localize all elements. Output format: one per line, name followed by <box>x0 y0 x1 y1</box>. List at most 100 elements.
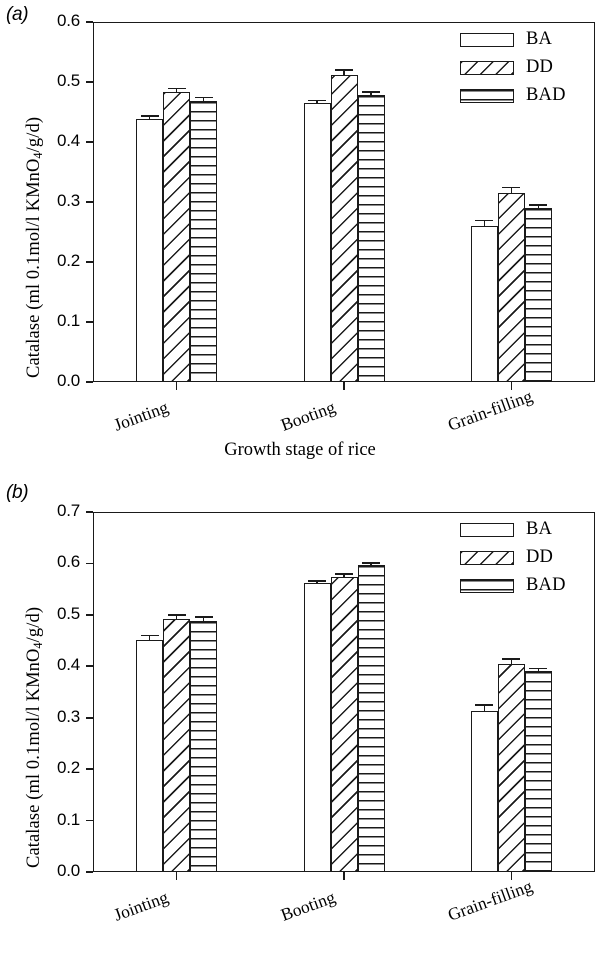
legend-label-bad: BAD <box>526 85 566 105</box>
y-tick-mark <box>86 381 93 383</box>
error-bar-stem <box>148 635 151 640</box>
bar-dd-booting <box>330 576 358 872</box>
bar-dd-grain-filling <box>497 193 525 382</box>
bar-dd-booting <box>330 74 358 382</box>
y-tick-label: 0.4 <box>56 131 80 150</box>
y-tick-label: 0.0 <box>56 371 80 390</box>
bar-bad-jointing <box>190 621 218 872</box>
x-tick-mark <box>343 382 345 390</box>
x-tick-mark <box>510 382 513 390</box>
error-bar-stem <box>175 614 178 620</box>
y-tick-mark <box>86 321 93 323</box>
error-bar-stem <box>343 573 345 577</box>
y-tick-label: 0.4 <box>56 655 80 675</box>
y-axis-title-subscript: 4 <box>31 642 46 649</box>
error-bar-stem <box>510 187 513 193</box>
error-bar-stem <box>370 92 372 95</box>
error-bar-stem <box>148 116 151 120</box>
x-tick-label: Jointing <box>110 396 171 435</box>
y-tick-mark <box>86 141 93 143</box>
y-tick-mark <box>86 716 93 719</box>
y-axis-title-subscript: 4 <box>31 152 46 159</box>
x-tick-label: Booting <box>278 396 338 435</box>
bar-bad-jointing <box>190 101 218 382</box>
legend-swatch-dd <box>460 61 514 75</box>
error-bar-cap <box>529 667 548 670</box>
bar-bad-grain-filling <box>524 671 552 872</box>
bar-ba-jointing <box>136 119 164 382</box>
y-tick-mark <box>86 871 93 873</box>
y-tick-label: 0.2 <box>56 758 80 778</box>
legend-swatch-ba <box>460 523 514 537</box>
legend-label-dd: DD <box>526 57 554 77</box>
panel-a-x-axis-title: Growth stage of rice <box>224 440 376 460</box>
error-bar-cap <box>140 115 159 117</box>
error-bar-cap <box>529 204 548 206</box>
legend-swatch-dd <box>460 551 514 565</box>
error-bar-stem <box>510 659 513 664</box>
legend-swatch-bad <box>460 579 514 593</box>
error-bar-cap <box>362 562 380 564</box>
y-tick-mark <box>86 562 93 565</box>
error-bar-stem <box>537 668 540 672</box>
panel-b-label: (b) <box>6 482 29 503</box>
error-bar-stem <box>316 100 318 103</box>
error-bar-stem <box>202 616 205 622</box>
y-tick-label: 0.5 <box>56 603 80 623</box>
x-tick-label: Grain-filling <box>445 385 536 435</box>
error-bar-cap <box>475 704 494 706</box>
y-tick-mark <box>86 201 93 203</box>
y-tick-label: 0.0 <box>56 861 80 880</box>
error-bar-cap <box>475 219 494 222</box>
legend-swatch-ba <box>460 33 514 47</box>
y-tick-label: 0.2 <box>56 251 80 270</box>
panel-a-label: (a) <box>6 4 29 25</box>
y-tick-label: 0.6 <box>56 11 80 30</box>
error-bar-cap <box>140 634 159 637</box>
error-bar-stem <box>343 70 345 75</box>
legend-label-dd: DD <box>526 547 554 567</box>
y-tick-label: 0.7 <box>56 501 80 520</box>
y-tick-label: 0.1 <box>56 311 80 330</box>
error-bar-cap <box>167 614 186 616</box>
y-tick-mark <box>86 819 93 822</box>
error-bar-cap <box>335 69 353 71</box>
legend-label-ba: BA <box>526 29 553 49</box>
error-bar-cap <box>502 658 521 660</box>
error-bar-cap <box>362 91 380 93</box>
error-bar-cap <box>308 580 326 582</box>
panel-a-y-axis-title: Catalase (ml 0.1mol/l KMnO4/g/d) <box>24 117 46 378</box>
bar-bad-grain-filling <box>524 208 552 382</box>
legend-swatch-bad <box>460 89 514 103</box>
bar-dd-jointing <box>163 619 191 872</box>
bar-ba-jointing <box>136 639 164 872</box>
y-tick-mark <box>86 21 93 23</box>
x-tick-mark <box>175 382 178 390</box>
x-tick-label: Jointing <box>110 886 171 925</box>
error-bar-cap <box>308 99 326 102</box>
y-tick-label: 0.3 <box>56 706 80 726</box>
x-tick-label: Grain-filling <box>445 875 536 925</box>
error-bar-stem <box>537 205 540 208</box>
error-bar-stem <box>175 88 178 93</box>
panel-b: (b) Catalase (ml 0.1mol/l KMnO4/g/d) 0.0… <box>0 480 600 969</box>
legend-label-bad: BAD <box>526 575 566 595</box>
x-tick-mark <box>510 872 513 880</box>
y-tick-mark <box>86 261 93 263</box>
error-bar-stem <box>316 580 318 583</box>
error-bar-cap <box>335 572 353 575</box>
y-tick-mark <box>86 665 93 668</box>
y-tick-mark <box>86 511 93 513</box>
panel-a: (a) Catalase (ml 0.1mol/l KMnO4/g/d) 0.0… <box>0 0 600 480</box>
bar-ba-booting <box>303 582 331 872</box>
y-tick-label: 0.1 <box>56 809 80 829</box>
bar-ba-grain-filling <box>470 226 498 382</box>
error-bar-cap <box>502 186 521 189</box>
bar-ba-booting <box>303 103 331 382</box>
legend-label-ba: BA <box>526 519 553 539</box>
error-bar-cap <box>194 96 213 99</box>
error-bar-cap <box>167 87 186 90</box>
x-tick-mark <box>175 872 178 880</box>
bar-ba-grain-filling <box>470 711 498 872</box>
error-bar-stem <box>202 97 205 102</box>
